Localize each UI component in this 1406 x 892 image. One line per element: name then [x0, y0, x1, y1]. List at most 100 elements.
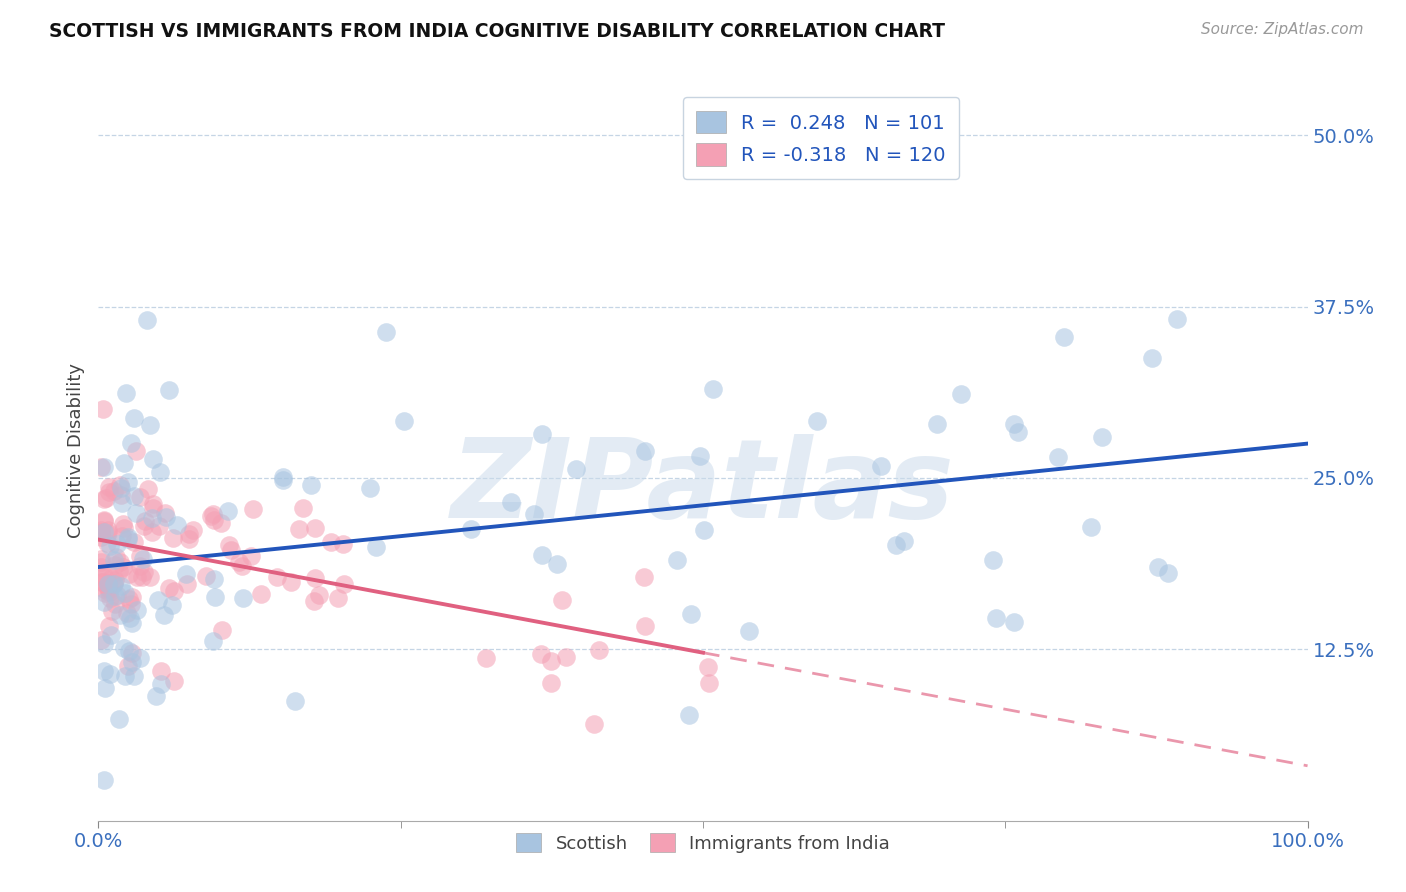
Point	[121, 616, 143, 631]
Point	[499, 495, 522, 509]
Point	[201, 633, 224, 648]
Point	[157, 582, 180, 596]
Point	[121, 590, 143, 604]
Point	[103, 553, 125, 567]
Point	[149, 677, 172, 691]
Point	[117, 475, 139, 489]
Point	[806, 414, 828, 428]
Point	[869, 458, 891, 473]
Point	[299, 478, 322, 492]
Point	[271, 470, 294, 484]
Point	[163, 583, 186, 598]
Point	[179, 527, 201, 541]
Point	[141, 525, 163, 540]
Point	[1002, 615, 1025, 629]
Point	[554, 650, 576, 665]
Point	[150, 665, 173, 679]
Point	[209, 516, 232, 530]
Point	[540, 676, 562, 690]
Point	[149, 465, 172, 479]
Point	[531, 549, 554, 563]
Point	[986, 611, 1008, 625]
Point	[110, 608, 132, 623]
Point	[132, 519, 155, 533]
Point	[105, 537, 128, 551]
Point	[475, 651, 498, 665]
Point	[1046, 450, 1069, 465]
Point	[696, 660, 718, 674]
Point	[129, 549, 152, 563]
Point	[228, 555, 250, 569]
Point	[97, 523, 120, 537]
Point	[98, 584, 121, 599]
Text: ZIPatlas: ZIPatlas	[451, 434, 955, 541]
Point	[134, 514, 156, 528]
Point	[633, 570, 655, 584]
Point	[132, 552, 155, 566]
Point	[117, 591, 139, 606]
Text: Source: ZipAtlas.com: Source: ZipAtlas.com	[1201, 22, 1364, 37]
Point	[90, 525, 112, 540]
Point	[157, 383, 180, 397]
Point	[90, 525, 112, 540]
Point	[94, 586, 117, 600]
Point	[117, 659, 139, 673]
Point	[219, 543, 242, 558]
Point	[93, 514, 115, 528]
Point	[699, 676, 721, 690]
Point	[93, 460, 115, 475]
Point	[139, 418, 162, 433]
Point	[181, 523, 204, 537]
Point	[139, 570, 162, 584]
Point	[211, 623, 233, 637]
Point	[155, 510, 177, 524]
Point	[364, 540, 387, 554]
Point	[91, 402, 114, 417]
Point	[1007, 425, 1029, 439]
Point	[98, 667, 121, 681]
Point	[112, 560, 135, 574]
Text: SCOTTISH VS IMMIGRANTS FROM INDIA COGNITIVE DISABILITY CORRELATION CHART: SCOTTISH VS IMMIGRANTS FROM INDIA COGNIT…	[49, 22, 945, 41]
Point	[162, 673, 184, 688]
Point	[120, 435, 142, 450]
Point	[1146, 559, 1168, 574]
Point	[103, 576, 125, 591]
Point	[160, 598, 183, 612]
Point	[111, 528, 134, 542]
Point	[97, 525, 120, 540]
Point	[145, 689, 167, 703]
Point	[104, 590, 127, 604]
Point	[217, 504, 239, 518]
Point	[115, 386, 138, 401]
Point	[681, 607, 703, 621]
Legend: Scottish, Immigrants from India: Scottish, Immigrants from India	[509, 825, 897, 860]
Point	[1080, 520, 1102, 534]
Point	[142, 451, 165, 466]
Point	[101, 604, 124, 618]
Point	[523, 507, 546, 521]
Point	[96, 527, 118, 541]
Point	[202, 513, 225, 527]
Point	[266, 570, 288, 584]
Point	[90, 555, 112, 569]
Point	[531, 427, 554, 442]
Point	[104, 574, 127, 588]
Point	[114, 586, 136, 600]
Point	[702, 383, 724, 397]
Point	[232, 591, 254, 606]
Point	[582, 716, 605, 731]
Point	[97, 576, 120, 591]
Point	[112, 456, 135, 470]
Point	[950, 387, 973, 401]
Point	[153, 506, 176, 520]
Point	[117, 606, 139, 620]
Point	[97, 480, 120, 494]
Point	[204, 590, 226, 604]
Point	[374, 325, 396, 339]
Point	[127, 570, 149, 584]
Point	[460, 522, 482, 536]
Point	[122, 411, 145, 425]
Point	[111, 517, 134, 532]
Point	[94, 491, 117, 505]
Point	[132, 565, 155, 579]
